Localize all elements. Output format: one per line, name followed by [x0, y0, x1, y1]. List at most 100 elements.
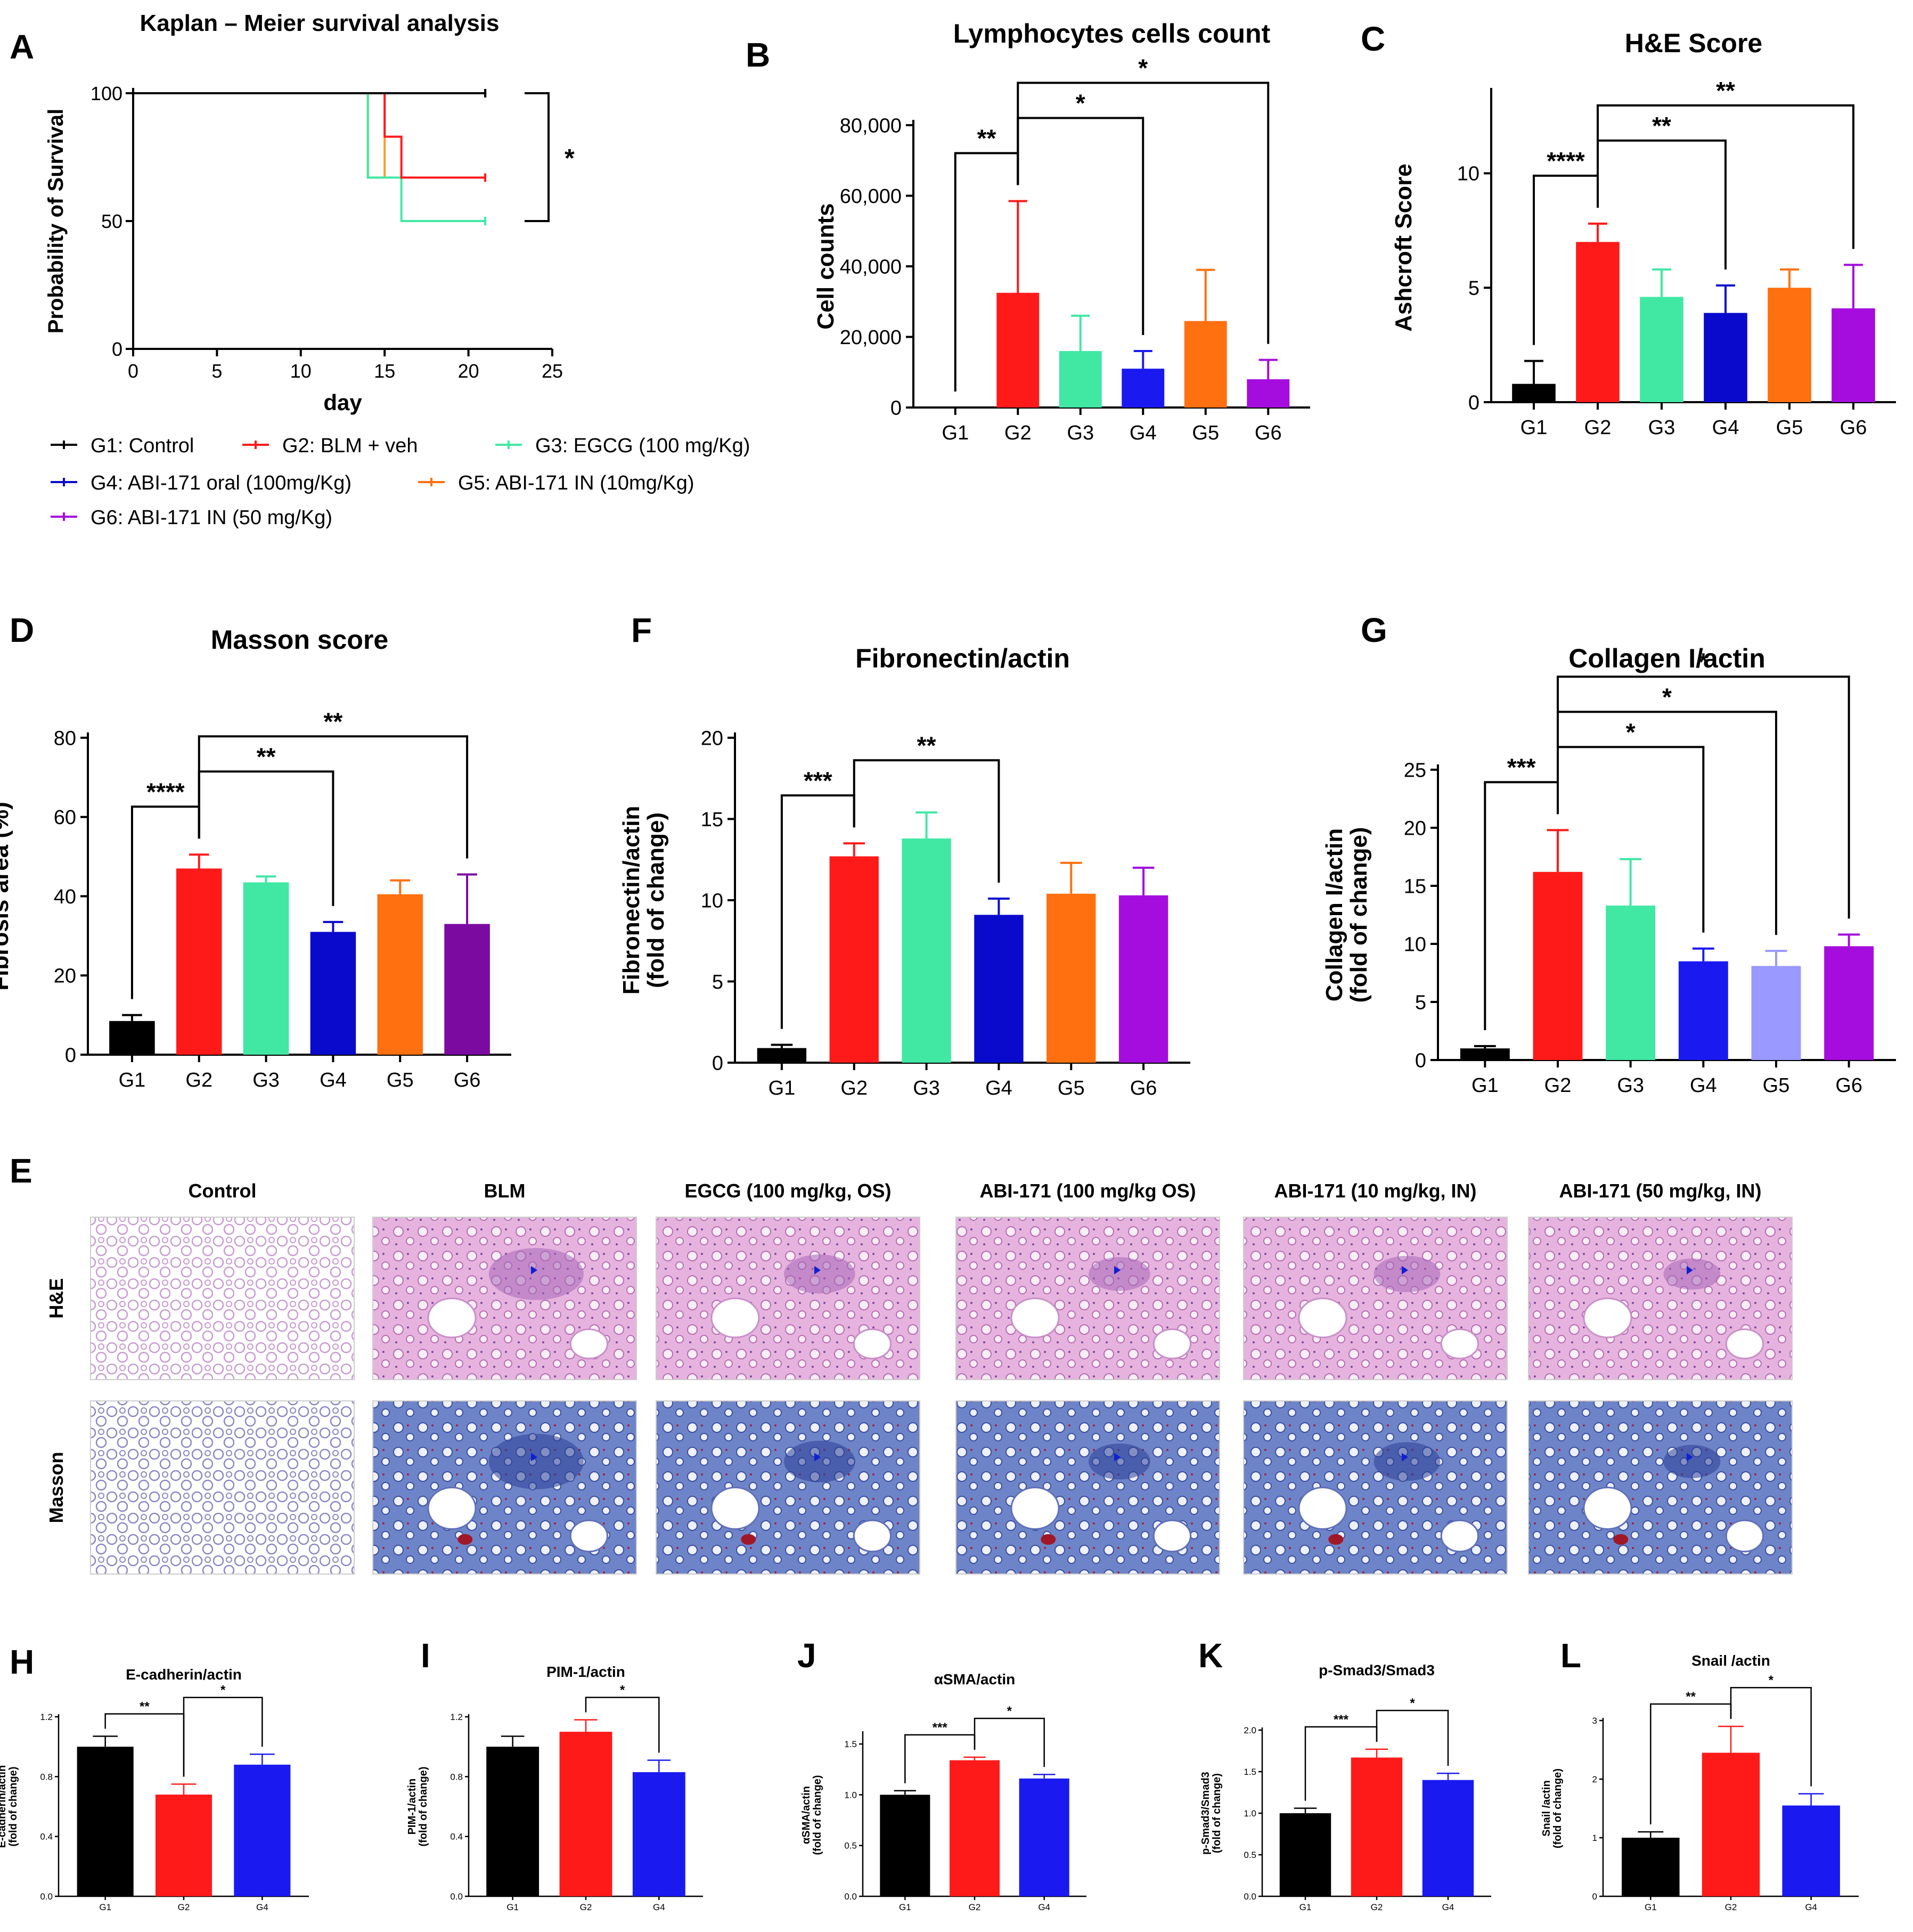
- column-title: Control: [189, 1180, 257, 1202]
- y-tick-label: 40: [54, 886, 76, 908]
- significance-bracket: [1017, 81, 1270, 344]
- tissue-section: [90, 1400, 355, 1575]
- histology-image-masson: [955, 1400, 1220, 1575]
- panel-a: A Kaplan – Meier survival analysis 0 50 100 0…: [10, 10, 575, 415]
- chart-title: E-cadherin/actin: [126, 1666, 242, 1683]
- y-tick-label: 40,000: [840, 256, 902, 278]
- column-title: ABI-171 (50 mg/kg, IN): [1559, 1180, 1761, 1202]
- bar-g2: [176, 868, 222, 1055]
- y-tick-label: 20: [1404, 817, 1426, 839]
- y-tick-label: 0: [1468, 392, 1479, 414]
- significance-label: ***: [1507, 753, 1536, 781]
- airway: [853, 1519, 892, 1553]
- y-tick-label: 5: [1468, 277, 1479, 299]
- bar-g1: [1279, 1813, 1331, 1896]
- airway: [1583, 1487, 1632, 1530]
- bar-g4: [1122, 369, 1165, 407]
- histology-image-masson: [656, 1400, 920, 1575]
- x-tick-label: G2: [1371, 1902, 1383, 1912]
- panel-label-b: B: [746, 36, 770, 74]
- airway: [1298, 1298, 1347, 1339]
- bar-g3: [902, 838, 951, 1063]
- x-tick-label: G5: [387, 1069, 414, 1091]
- y-tick-label: 0.0: [1244, 1892, 1256, 1902]
- airway: [1725, 1519, 1764, 1553]
- y-tick-label: 15: [701, 809, 723, 831]
- x-tick-label: G1: [119, 1069, 146, 1091]
- significance-label: *: [220, 1683, 226, 1698]
- y-axis-label: Collagen I/actin: [1321, 828, 1347, 1001]
- y-tick-label: 0.4: [40, 1832, 53, 1842]
- survival-curve-g2: [133, 92, 486, 179]
- panel-label-d: D: [10, 611, 34, 649]
- x-tick-label: G4: [985, 1077, 1012, 1099]
- significance-label: *: [620, 1683, 625, 1698]
- y-tick-label: 3: [1592, 1716, 1597, 1726]
- x-tick-label: 20: [458, 360, 479, 382]
- chart-title: H&E Score: [1625, 28, 1762, 58]
- bar-g4: [1422, 1780, 1474, 1896]
- bar-g1: [109, 1021, 155, 1055]
- y-tick-label: 0: [112, 338, 122, 360]
- x-tick-label: G6: [1255, 422, 1282, 444]
- legend-label: G2: BLM + veh: [282, 435, 418, 457]
- x-tick-label: G1: [942, 422, 969, 444]
- significance-label: **: [1652, 112, 1671, 140]
- airway: [1152, 1328, 1192, 1359]
- bar-g4: [1678, 961, 1728, 1060]
- y-tick-label: 60,000: [840, 185, 902, 208]
- bar-g2: [559, 1732, 612, 1896]
- x-tick-label: G4: [320, 1069, 347, 1091]
- legend-label: G4: ABI-171 oral (100mg/Kg): [91, 472, 351, 494]
- bar-g3: [1059, 351, 1102, 407]
- panel-d: D Masson score 0 20 40 60 80 Fibrosis area (%) G…: [0, 611, 511, 1091]
- y-tick-label: 80,000: [840, 115, 902, 137]
- airway: [427, 1298, 477, 1339]
- y-axis-label: E-cadherin/actin: [0, 1765, 8, 1848]
- x-tick-label: G6: [454, 1069, 481, 1091]
- significance-label: ***: [933, 1721, 948, 1735]
- significance-bracket: [1597, 104, 1854, 249]
- fibrotic-focus: [488, 1248, 584, 1300]
- y-tick-label: 1.0: [844, 1790, 857, 1800]
- y-tick-label: 1: [1592, 1833, 1597, 1843]
- fibrotic-focus: [1088, 1443, 1150, 1480]
- y-axis-label-2: (fold of change): [7, 1767, 19, 1847]
- histology-image-he: [1528, 1217, 1793, 1380]
- arrow-marker: [531, 1453, 537, 1462]
- x-tick-label: G2: [840, 1077, 868, 1099]
- tissue-section: [90, 1217, 355, 1380]
- y-tick-label: 2.0: [1244, 1725, 1256, 1735]
- y-tick-label: 0: [65, 1044, 76, 1066]
- significance-label: **: [1686, 1690, 1696, 1704]
- panel-label-k: K: [1198, 1636, 1223, 1675]
- y-tick-label: 20,000: [840, 327, 902, 349]
- arrow-marker: [1687, 1453, 1693, 1462]
- histology-image-he: [656, 1217, 920, 1380]
- y-axis-label: αSMA/actin: [800, 1786, 812, 1844]
- y-axis-label-2: (fold of change): [643, 812, 669, 988]
- x-tick-label: G2: [1725, 1902, 1737, 1912]
- arrow-marker: [1402, 1266, 1408, 1275]
- panel-label-f: F: [631, 611, 652, 649]
- x-tick-label: 25: [542, 360, 563, 382]
- airway: [427, 1487, 477, 1530]
- significance-label: *: [1626, 718, 1636, 746]
- bar-g1: [1460, 1048, 1510, 1060]
- survival-curve-g5: [133, 92, 486, 179]
- panel-label-g: G: [1361, 611, 1387, 649]
- bar-g6: [1832, 308, 1875, 402]
- y-axis-label: Snail /actin: [1541, 1780, 1552, 1837]
- arrow-marker: [1687, 1266, 1693, 1275]
- legend: G1: Control G2: BLM + veh G3: EGCG (100 mg…: [51, 435, 750, 529]
- x-tick-label: G1: [1520, 417, 1548, 439]
- x-tick-label: G4: [653, 1902, 665, 1912]
- y-tick-label: 1.0: [1244, 1808, 1256, 1819]
- fibrotic-focus: [784, 1254, 855, 1294]
- airway: [1010, 1298, 1060, 1339]
- bar-g4: [974, 915, 1024, 1063]
- significance-bracket: [1557, 675, 1850, 919]
- y-axis-label: PIM-1/actin: [406, 1779, 418, 1835]
